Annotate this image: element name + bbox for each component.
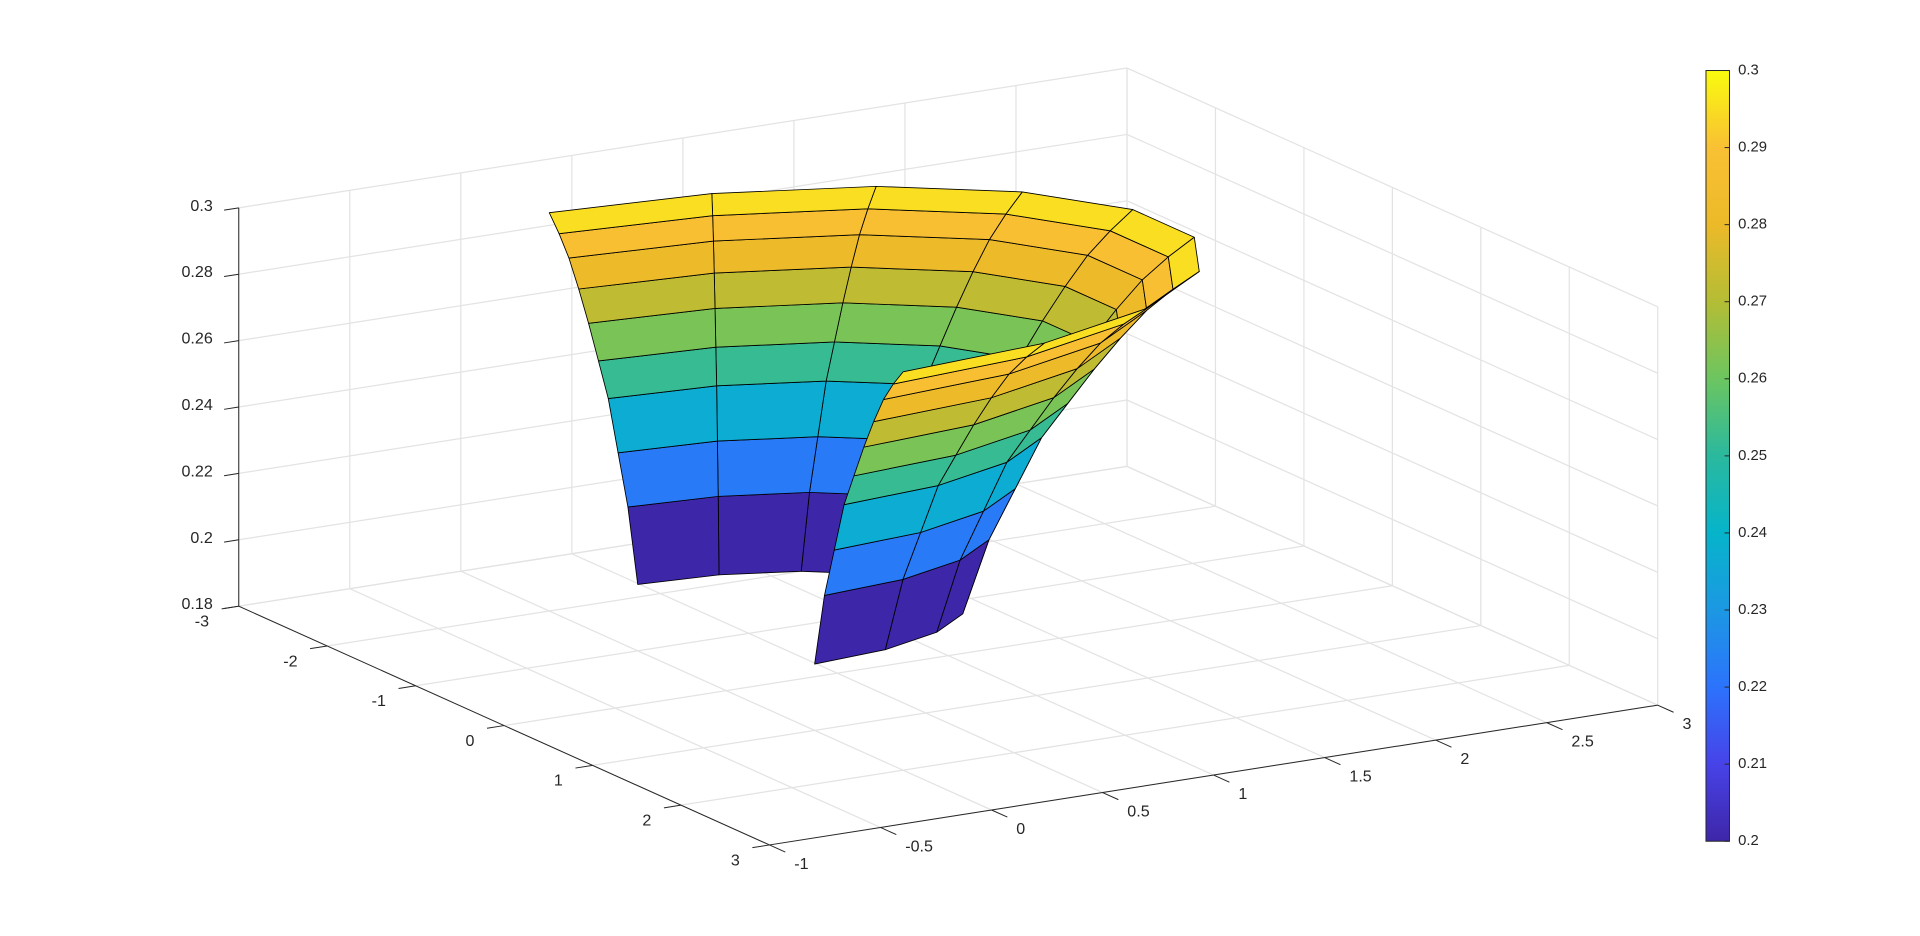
colorbar-tick-label: 0.22 — [1738, 679, 1767, 695]
y-tick — [752, 844, 770, 849]
surface-face — [627, 495, 720, 585]
colorbar-tick-label: 0.25 — [1738, 448, 1767, 464]
grid-line — [1126, 266, 1658, 507]
z-tick-label: 0.22 — [181, 462, 212, 480]
z-tick-label: 0.18 — [181, 595, 212, 613]
surface-face — [713, 266, 852, 309]
colorbar-tick-label: 0.24 — [1738, 525, 1767, 541]
x-tick-label: -0.5 — [905, 838, 933, 856]
x-tick-label: 1.5 — [1349, 768, 1371, 786]
z-tick-label: 0.24 — [181, 396, 212, 414]
grid-line — [504, 585, 1393, 727]
x-tick-label: 3 — [1682, 715, 1691, 733]
surface-face — [834, 302, 958, 347]
x-tick-label: 2.5 — [1571, 733, 1593, 751]
grid-line — [1126, 133, 1658, 374]
x-tick — [1657, 704, 1674, 713]
z-tick — [224, 406, 239, 410]
surface-face — [716, 436, 819, 497]
colorbar-tick-label: 0.27 — [1738, 294, 1767, 310]
grid-line — [592, 624, 1481, 766]
y-tick-label: -1 — [372, 692, 386, 710]
x-tick-label: 0 — [1016, 820, 1025, 838]
colorbar-tick-label: 0.29 — [1738, 140, 1767, 156]
y-tick-label: -3 — [195, 613, 209, 631]
y-tick-label: -2 — [283, 652, 297, 670]
surface-face — [717, 491, 810, 576]
x-tick — [1102, 792, 1119, 801]
grid-line — [1126, 465, 1658, 706]
y-tick-label: 3 — [731, 851, 740, 869]
x-tick — [991, 809, 1008, 818]
colorbar-tick-label: 0.28 — [1738, 217, 1767, 233]
z-tick-label: 0.2 — [190, 529, 212, 547]
grid-line — [1126, 67, 1658, 308]
z-tick-label: 0.28 — [181, 263, 212, 281]
y-tick-label: 1 — [554, 772, 563, 790]
y-tick-label: 0 — [465, 732, 474, 750]
x-tick-label: 0.5 — [1127, 803, 1149, 821]
x-tick — [880, 827, 897, 836]
y-tick-label: 2 — [642, 811, 651, 829]
z-tick — [224, 273, 239, 278]
y-tick — [575, 764, 593, 769]
grid-line — [1126, 399, 1658, 640]
z-tick — [224, 207, 239, 211]
x-tick — [1324, 757, 1341, 766]
surface-face — [716, 380, 827, 442]
y-tick — [221, 605, 239, 610]
colorbar-tick-label: 0.23 — [1738, 602, 1767, 618]
grid-line — [1126, 200, 1658, 441]
surface-face — [867, 185, 1023, 215]
surface-face — [842, 266, 974, 308]
x-tick-label: 2 — [1460, 750, 1469, 768]
x-tick — [1213, 774, 1230, 783]
x-tick — [1435, 739, 1452, 748]
x-tick-label: 1 — [1238, 785, 1247, 803]
y-tick — [663, 804, 682, 809]
surface-face — [850, 234, 990, 273]
colorbar-tick-label: 0.26 — [1738, 371, 1767, 387]
surface-face — [548, 193, 714, 235]
x-tick — [769, 844, 786, 853]
grid-line — [1126, 333, 1658, 573]
grid-line — [680, 664, 1570, 806]
z-tick-label: 0.26 — [181, 330, 212, 348]
z-tick — [224, 340, 239, 344]
surface-face — [714, 302, 844, 348]
x-tick-label: -1 — [794, 855, 808, 873]
colorbar-tick-label: 0.21 — [1738, 756, 1767, 772]
colorbar-tick-label: 0.2 — [1738, 833, 1759, 849]
z-tick-label: 0.3 — [190, 197, 212, 215]
colorbar-tick-label: 0.3 — [1738, 62, 1759, 78]
grid-line — [238, 67, 1128, 209]
y-tick — [398, 685, 416, 689]
grid-line — [327, 505, 1216, 647]
y-tick — [486, 725, 505, 729]
y-tick — [310, 645, 328, 650]
surface-face — [715, 341, 835, 387]
surface-face — [892, 342, 1045, 385]
z-tick — [224, 539, 239, 543]
x-axis-line — [769, 704, 1658, 846]
x-tick — [1546, 722, 1563, 731]
z-tick — [224, 472, 239, 477]
